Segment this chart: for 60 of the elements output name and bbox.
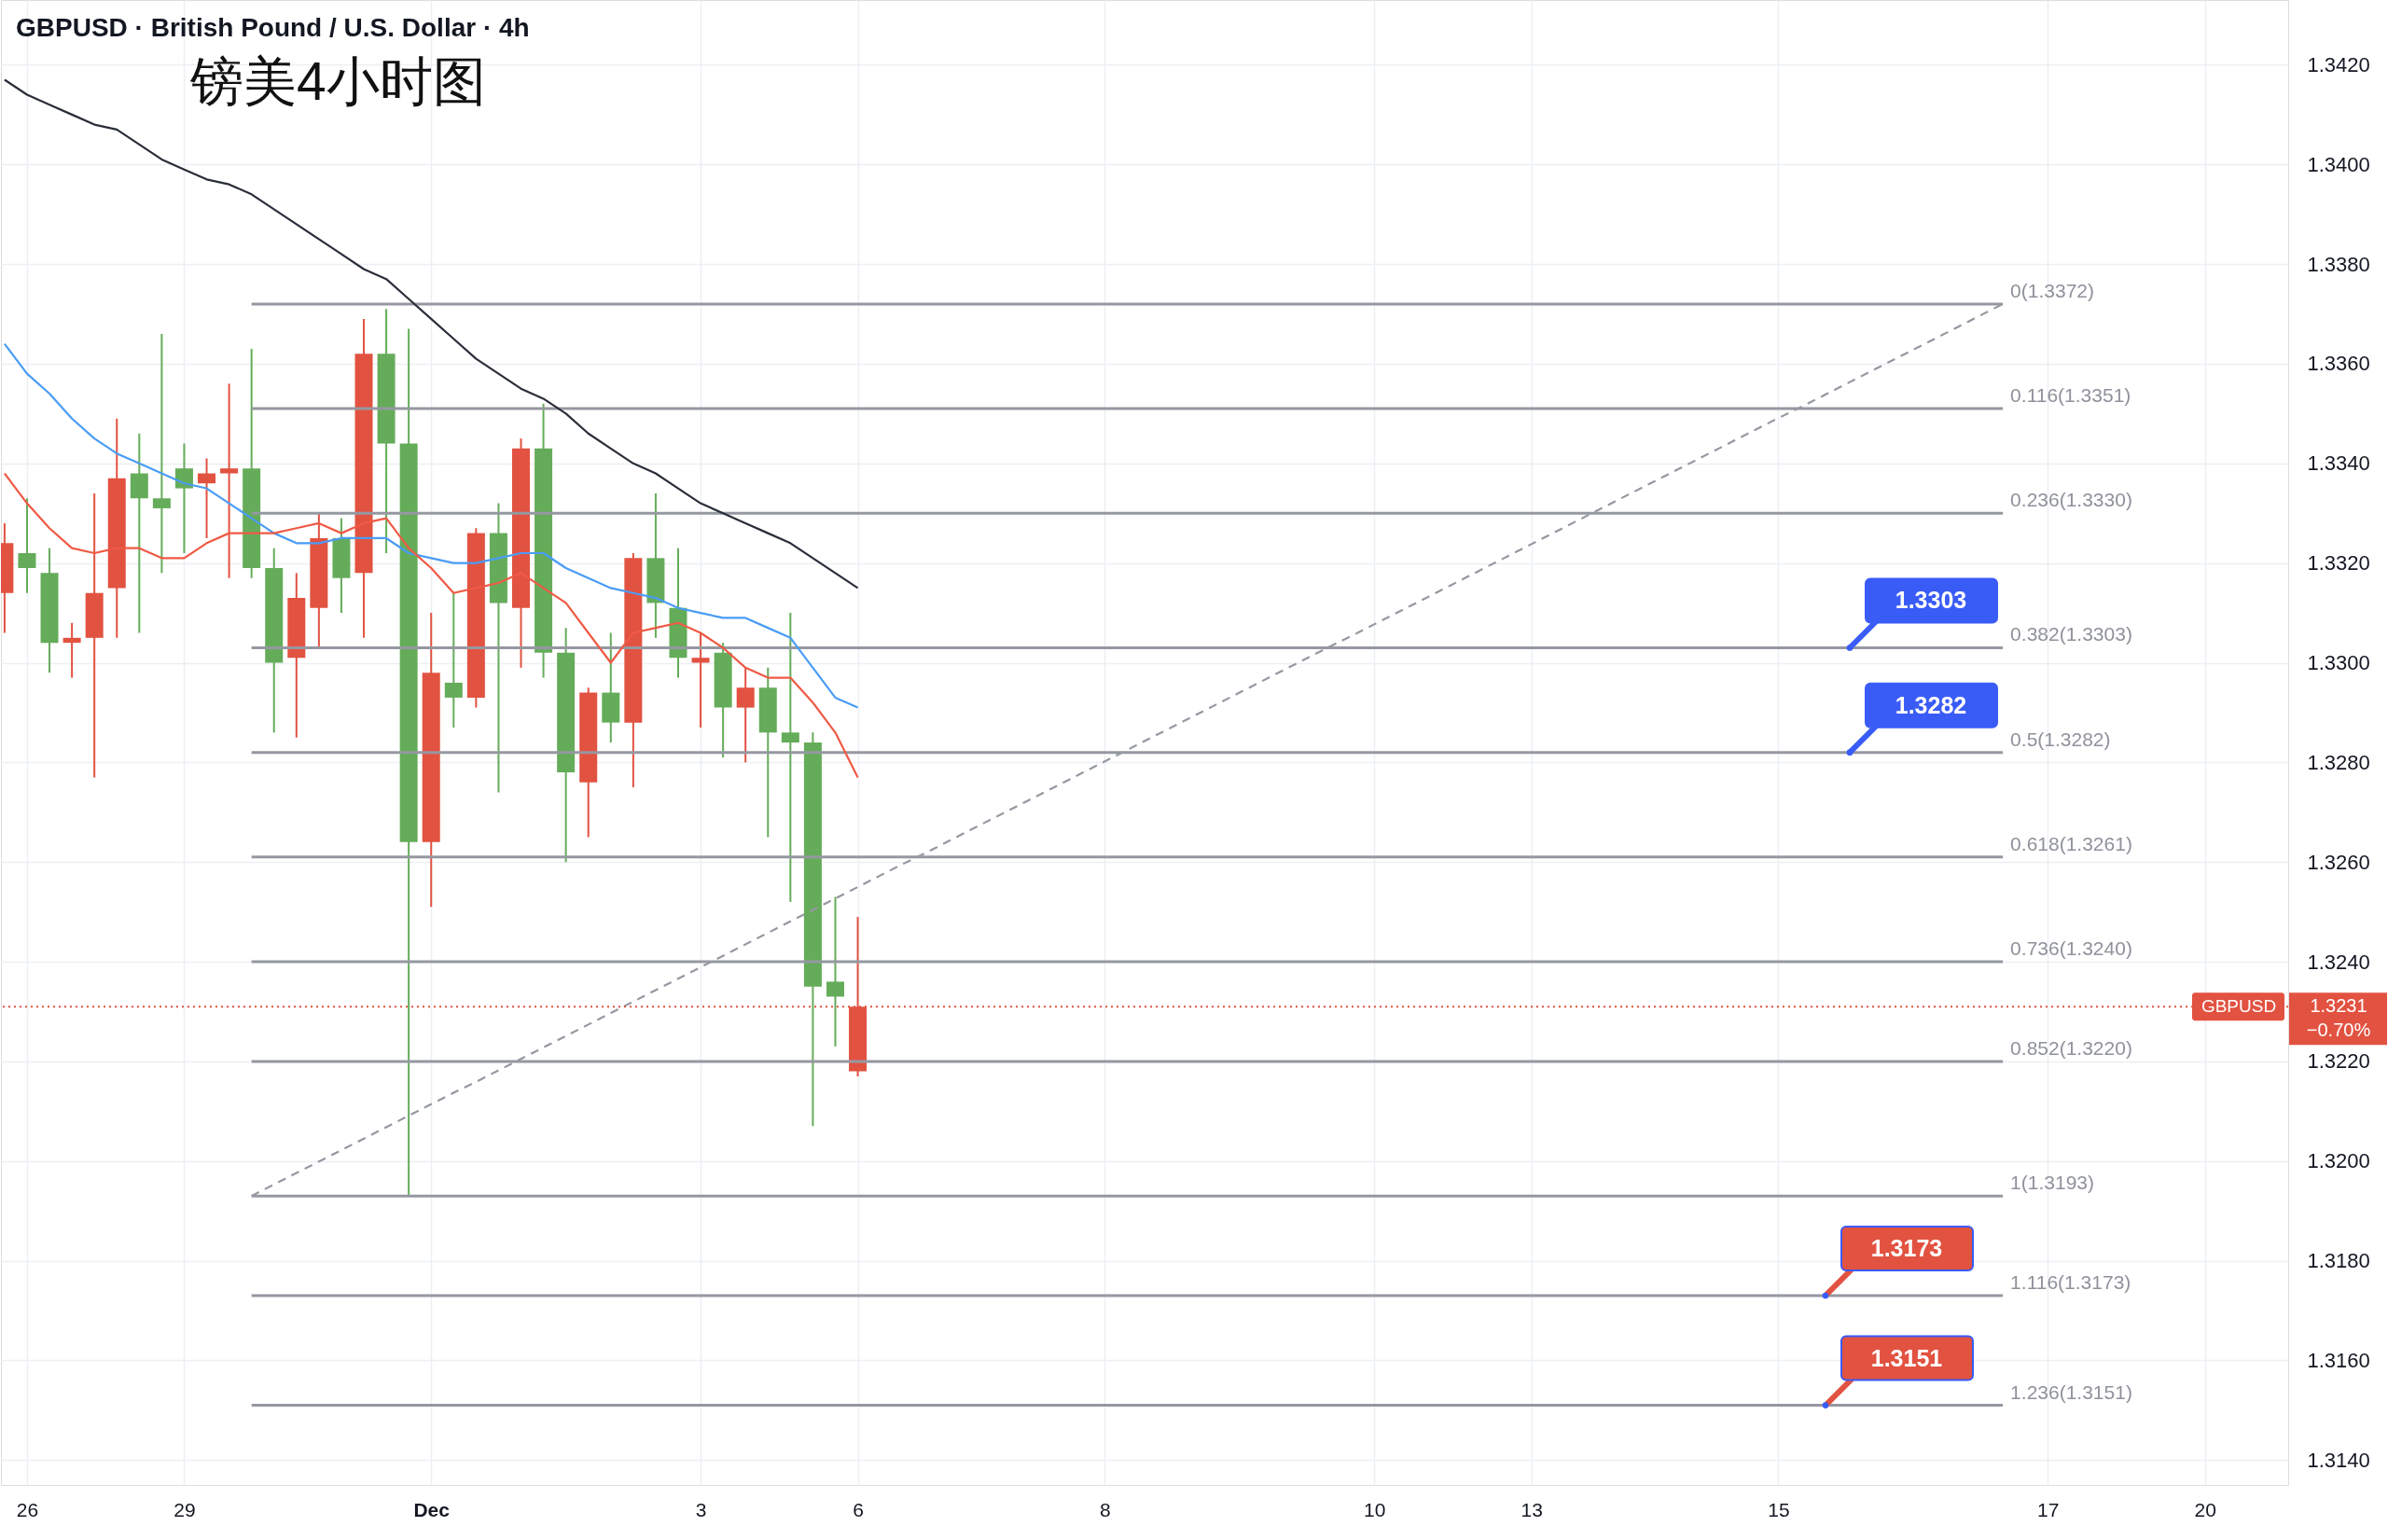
candlestick xyxy=(62,621,81,679)
y-tick-label: 1.3140 xyxy=(2307,1448,2370,1472)
y-tick-label: 1.3320 xyxy=(2307,551,2370,576)
x-tick-label: 13 xyxy=(1520,1498,1543,1520)
candlestick xyxy=(736,666,755,764)
y-tick-label: 1.3260 xyxy=(2307,850,2370,874)
x-tick-label: 15 xyxy=(1768,1498,1790,1520)
series-label: 0.852(1.3220) xyxy=(2010,1036,2132,1059)
y-tick-label: 1.3360 xyxy=(2307,352,2370,376)
x-tick-label: 20 xyxy=(2194,1498,2216,1520)
candlestick xyxy=(826,895,844,1047)
series-label: 0.618(1.3261) xyxy=(2010,832,2132,854)
y-tick-label: 1.3280 xyxy=(2307,750,2370,774)
annotation: 1.3282 xyxy=(1895,691,1967,718)
annotation: 1.3303 xyxy=(1895,587,1967,614)
candlestick xyxy=(691,631,710,728)
y-tick-label: 1.3180 xyxy=(2307,1249,2370,1273)
series-label: 0(1.3372) xyxy=(2010,279,2095,301)
series-label: 0.382(1.3303) xyxy=(2010,623,2132,645)
x-tick-label: 17 xyxy=(2037,1498,2060,1520)
series-label: 0.5(1.3282) xyxy=(2010,728,2111,750)
y-tick-label: 1.3420 xyxy=(2307,52,2370,76)
annotation: 1.3173 xyxy=(1870,1234,1943,1261)
line-series xyxy=(3,472,859,779)
y-tick-label: 1.3400 xyxy=(2307,152,2370,176)
series-label: 0.236(1.3330) xyxy=(2010,489,2132,511)
x-tick-label: 10 xyxy=(1363,1498,1386,1520)
text: −0.70% xyxy=(2306,1020,2371,1041)
y-tick-label: 1.3380 xyxy=(2307,252,2370,276)
series-label: 0.116(1.3351) xyxy=(2010,384,2131,407)
y-tick-label: 1.3160 xyxy=(2307,1348,2370,1372)
series-label: 1(1.3193) xyxy=(2010,1172,2095,1194)
x-tick-label: 29 xyxy=(174,1498,196,1520)
x-tick-label: 3 xyxy=(695,1498,707,1520)
candlestick xyxy=(152,332,171,575)
x-tick-label: Dec xyxy=(413,1498,451,1520)
y-tick-label: 1.3200 xyxy=(2307,1149,2370,1173)
y-tick-label: 1.3300 xyxy=(2307,651,2370,675)
series-label: 0.736(1.3240) xyxy=(2010,937,2132,960)
x-tick-label: 8 xyxy=(1099,1498,1111,1520)
candlestick xyxy=(18,497,36,594)
candlestick xyxy=(198,457,216,539)
series-label: 1.116(1.3173) xyxy=(2010,1270,2131,1293)
annotation: 1.3151 xyxy=(1870,1344,1943,1371)
y-tick-label: 1.3240 xyxy=(2307,950,2370,974)
ref-line-label: GBPUSD xyxy=(2201,996,2277,1017)
x-tick-label: 26 xyxy=(16,1498,39,1520)
x-tick-label: 6 xyxy=(853,1498,864,1520)
candlestick xyxy=(130,432,148,634)
candlestick xyxy=(220,382,239,579)
candlestick xyxy=(174,442,193,554)
series-label: 1.236(1.3151) xyxy=(2010,1380,2132,1403)
text: 镑美4小时图 xyxy=(189,51,486,111)
y-tick-label: 1.3340 xyxy=(2307,451,2370,476)
y-tick-label: 1.3220 xyxy=(2307,1049,2370,1074)
candlestick xyxy=(781,612,799,903)
line-series xyxy=(3,342,859,709)
candlestick xyxy=(444,591,463,728)
text: GBPUSD · British Pound / U.S. Dollar · 4h xyxy=(16,13,530,42)
text: 1.3231 xyxy=(2310,995,2367,1017)
